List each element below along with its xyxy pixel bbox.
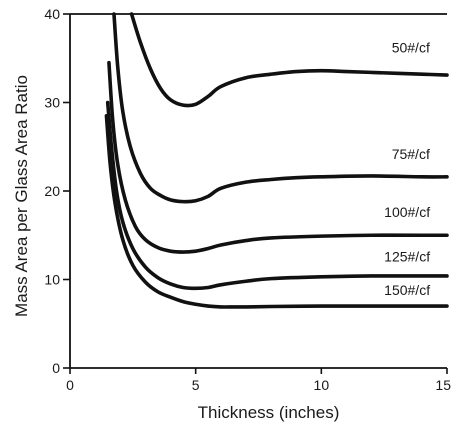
x-tick-label: 15 (435, 377, 451, 393)
series-line-3 (107, 60, 449, 254)
series-line-1 (129, 12, 449, 108)
x-axis-title: Thickness (inches) (198, 403, 340, 422)
y-tick-label: 20 (44, 183, 60, 199)
axes (69, 13, 447, 369)
curve-label: 50#/cf (392, 40, 430, 56)
curve-label: 125#/cf (384, 248, 430, 264)
ticks: 0 10 20 30 40 0 5 10 15 (44, 6, 451, 393)
y-tick-label: 40 (44, 6, 60, 22)
x-tick-label: 10 (314, 377, 330, 393)
x-tick-label: 0 (66, 377, 74, 393)
y-tick-label: 30 (44, 95, 60, 111)
y-tick-label: 0 (52, 360, 60, 376)
series-line-4 (105, 100, 449, 291)
curve-label: 75#/cf (392, 146, 430, 162)
x-tick-label: 5 (192, 377, 200, 393)
series-line-5 (104, 113, 449, 309)
curve-labels: 50#/cf 75#/cf 100#/cf 125#/cf 150#/cf (384, 40, 430, 298)
y-axis-title: Mass Area per Glass Area Ratio (12, 75, 31, 317)
curve-label: 150#/cf (384, 282, 430, 298)
curve-label: 100#/cf (384, 204, 430, 220)
curves (104, 12, 449, 309)
series-line-2 (112, 12, 449, 204)
y-tick-label: 10 (44, 272, 60, 288)
